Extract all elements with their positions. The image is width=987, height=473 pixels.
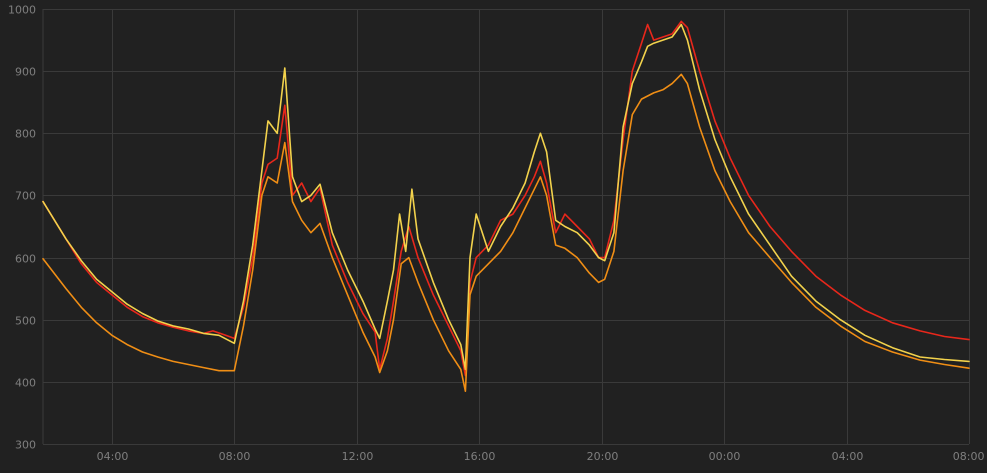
x-tick-label: 04:00	[97, 450, 129, 463]
y-tick-label: 500	[15, 315, 36, 328]
x-tick-label: 08:00	[219, 450, 251, 463]
x-tick-label: 20:00	[587, 450, 619, 463]
y-tick-label: 600	[15, 253, 36, 266]
y-tick-label: 700	[15, 190, 36, 203]
x-axis-tick-labels: 04:00 08:00 12:00 16:00 20:00 00:00 04:00 08:00	[97, 450, 985, 463]
y-axis-tick-labels: 300 400 500 600 700 800 900 1000	[8, 4, 36, 452]
x-gridlines	[42, 9, 970, 444]
x-tick-label: 16:00	[464, 450, 496, 463]
series-layer	[42, 20, 970, 392]
series-line-3	[42, 73, 970, 392]
y-tick-label: 900	[15, 66, 36, 79]
x-tick-label: 08:00	[953, 450, 985, 463]
series-line-2	[42, 23, 970, 371]
x-tick-label: 00:00	[709, 450, 741, 463]
y-tick-label: 1000	[8, 4, 36, 17]
y-gridlines	[43, 9, 969, 445]
x-tick-label: 12:00	[342, 450, 374, 463]
y-tick-label: 400	[15, 377, 36, 390]
y-tick-label: 800	[15, 128, 36, 141]
y-tick-label: 300	[15, 439, 36, 452]
x-tick-label: 04:00	[832, 450, 864, 463]
